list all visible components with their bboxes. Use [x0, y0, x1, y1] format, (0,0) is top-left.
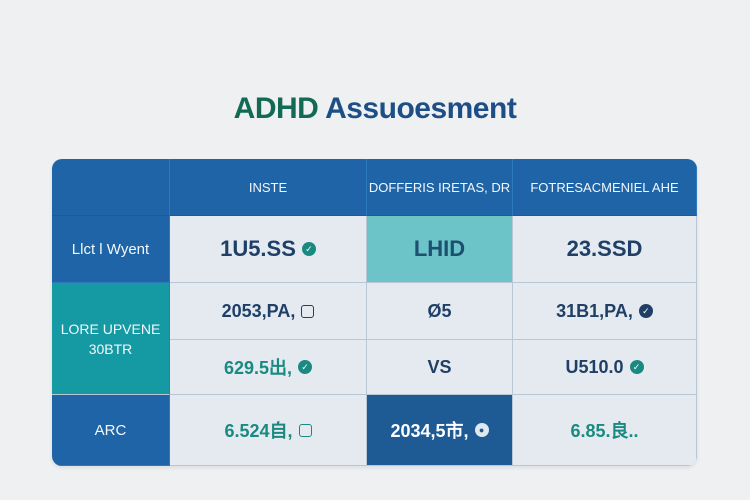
header-col-2: DOFFERIS IRETAS, DR — [367, 159, 513, 216]
row2-col3-value: 31B1,PA, — [556, 300, 633, 321]
header-col-3: FOTRESACMENIEL AHE — [513, 159, 697, 216]
row3-col1-value: 629.5出, — [223, 358, 293, 378]
row3-col3-cell: U510.0 ✓ — [513, 340, 697, 395]
row1-col3-cell: 23.SSD — [513, 216, 697, 283]
check-circle-icon: ✓ — [638, 304, 653, 318]
title-part-2: Assuoesment — [325, 92, 517, 125]
row1-col1-cell: 1U5.SS ✓ — [170, 216, 367, 283]
row1-col1-value: 1U5.SS — [220, 236, 296, 261]
square-icon — [301, 304, 315, 318]
row-label-4: ARC — [52, 395, 170, 466]
header-col-1: INSTE — [170, 159, 367, 216]
circle-icon: ● — [474, 423, 489, 437]
check-circle-icon: ✓ — [298, 360, 313, 374]
row4-col1-value: 6.524自, — [224, 421, 293, 441]
row1-col3-value: 23.SSD — [566, 236, 643, 261]
row4-col3-cell: 6.85.良.. — [513, 395, 697, 466]
row4-col3-value: 6.85.良.. — [570, 421, 639, 441]
row-label-2-line-1: LORE UPVENE — [60, 320, 161, 337]
row-label-2: LORE UPVENE 30BTR — [52, 283, 170, 395]
row4-col2-cell: 2034,5市, ● — [367, 395, 513, 466]
row3-col1-cell: 629.5出, ✓ — [170, 340, 367, 395]
square-icon — [298, 423, 312, 437]
row2-col2-value: Ø5 — [427, 300, 452, 321]
header-corner — [52, 159, 170, 216]
assessment-table: INSTE DOFFERIS IRETAS, DR FOTRESACMENIEL… — [52, 159, 697, 466]
row4-col1-cell: 6.524自, — [170, 395, 367, 466]
page-title: ADHD Assuoesment — [0, 92, 750, 126]
row-label-2-line-2: 30BTR — [88, 340, 133, 357]
row2-col3-cell: 31B1,PA, ✓ — [513, 283, 697, 340]
row3-col3-value: U510.0 — [565, 356, 624, 377]
title-part-1: ADHD — [233, 92, 319, 125]
row1-col2-value: LHID — [413, 236, 466, 261]
row4-col2-value: 2034,5市, — [390, 421, 469, 441]
check-circle-icon: ✓ — [301, 242, 316, 256]
row3-col2-value: VS — [427, 356, 452, 377]
row-label-1: Llct l Wyent — [52, 216, 170, 283]
row2-col1-cell: 2053,PA, — [170, 283, 367, 340]
row3-col2-cell: VS — [367, 340, 513, 395]
check-circle-icon: ✓ — [629, 360, 644, 374]
row2-col2-cell: Ø5 — [367, 283, 513, 340]
row2-col1-value: 2053,PA, — [221, 300, 296, 321]
row1-col2-cell: LHID — [367, 216, 513, 283]
